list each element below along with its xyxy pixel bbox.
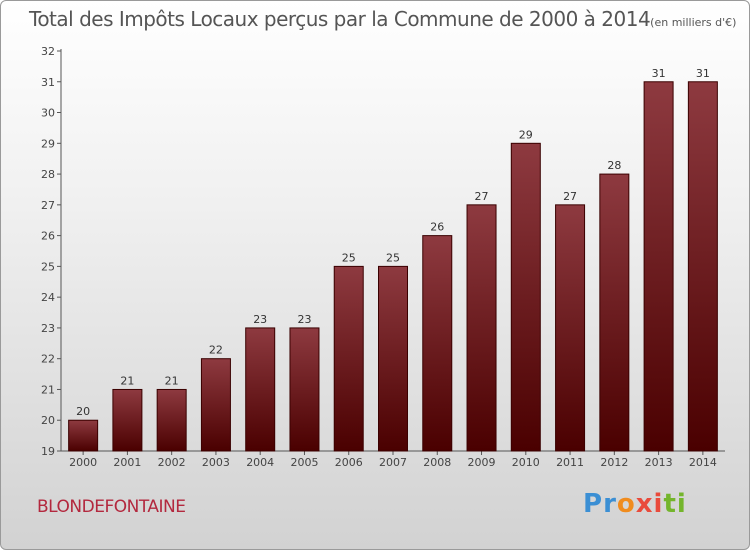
data-label-2008: 26	[430, 221, 444, 234]
bar-2011	[555, 204, 586, 452]
y-tick-label: 30	[41, 107, 55, 120]
bar-2007	[378, 265, 408, 452]
bar-2006	[333, 265, 364, 452]
x-tick-label-2012: 2012	[600, 456, 628, 469]
x-tick-label-2008: 2008	[423, 456, 451, 469]
commune-name: BLONDEFONTAINE	[37, 497, 186, 517]
data-label-2000: 20	[76, 405, 90, 418]
x-tick-label-2014: 2014	[689, 456, 717, 469]
y-tick-label: 23	[41, 322, 55, 335]
x-tick-label-2004: 2004	[246, 456, 274, 469]
bar-2005	[289, 327, 320, 452]
data-label-2013: 31	[652, 67, 666, 80]
bar-2004	[245, 327, 276, 452]
y-tick-label: 26	[41, 230, 55, 243]
x-tick-label-2011: 2011	[556, 456, 584, 469]
bar-2014	[687, 81, 718, 452]
chart-title: Total des Impôts Locaux perçus par la Co…	[29, 7, 736, 31]
chart-title-text: Total des Impôts Locaux perçus par la Co…	[29, 7, 651, 31]
data-labels-group: 20 21 21 22 23 23 25 25 26 27 29 27 28 31 31	[76, 67, 710, 418]
bars-group	[68, 81, 718, 452]
x-axis: 2000 2001 2002 2003 2004 2005 2006 2007 2008 2009…	[61, 450, 725, 469]
y-tick-label: 31	[41, 76, 55, 89]
y-tick-label: 27	[41, 199, 55, 212]
logo-letter: i	[653, 489, 664, 519]
data-label-2011: 27	[563, 190, 577, 203]
data-label-2004: 23	[253, 313, 267, 326]
bar-2010	[510, 142, 541, 452]
y-tick-label: 25	[41, 260, 55, 273]
bar-2000	[68, 419, 99, 452]
proxiti-logo: Proxiti	[583, 489, 687, 519]
y-tick-label: 22	[41, 353, 55, 366]
bar-2013	[643, 81, 674, 452]
logo-letter: P	[583, 489, 604, 519]
x-tick-label-2002: 2002	[158, 456, 186, 469]
logo-letter: t	[663, 489, 677, 519]
data-label-2006: 25	[342, 251, 356, 264]
logo-letter: r	[603, 489, 617, 519]
y-tick-label: 32	[41, 45, 55, 58]
x-tick-label-2006: 2006	[335, 456, 363, 469]
logo-letter: x	[635, 489, 654, 519]
logo-letter: i	[676, 489, 687, 519]
x-tick-label-2010: 2010	[512, 456, 540, 469]
data-label-2009: 27	[475, 190, 489, 203]
bar-2002	[156, 388, 187, 452]
logo-letter: o	[616, 489, 636, 519]
x-tick-label-2013: 2013	[645, 456, 673, 469]
x-tick-label-2007: 2007	[379, 456, 407, 469]
y-tick-label: 20	[41, 414, 55, 427]
x-tick-label-2003: 2003	[202, 456, 230, 469]
bar-2001	[112, 388, 143, 452]
y-tick-label: 29	[41, 137, 55, 150]
y-tick-label: 24	[41, 291, 55, 304]
bar-2012	[599, 173, 630, 452]
y-axis: 19 20 21 22 23 24 25 26 27 28 29 30 31 32	[41, 45, 62, 458]
data-label-2014: 31	[696, 67, 710, 80]
data-label-2005: 23	[297, 313, 311, 326]
x-tick-label-2005: 2005	[290, 456, 318, 469]
bar-2009	[466, 204, 497, 452]
y-tick-label: 19	[41, 445, 55, 458]
data-label-2007: 25	[386, 251, 400, 264]
x-tick-label-2001: 2001	[113, 456, 141, 469]
y-tick-label: 21	[41, 383, 55, 396]
data-label-2002: 21	[165, 374, 179, 387]
bar-2003	[200, 358, 231, 452]
data-label-2001: 21	[120, 374, 134, 387]
bar-2008	[422, 235, 453, 452]
y-tick-label: 28	[41, 168, 55, 181]
data-label-2010: 29	[519, 128, 533, 141]
data-label-2012: 28	[607, 159, 621, 172]
data-label-2003: 22	[209, 344, 223, 357]
chart-title-unit: (en milliers d'€)	[650, 16, 737, 29]
x-tick-label-2009: 2009	[468, 456, 496, 469]
x-tick-label-2000: 2000	[69, 456, 97, 469]
